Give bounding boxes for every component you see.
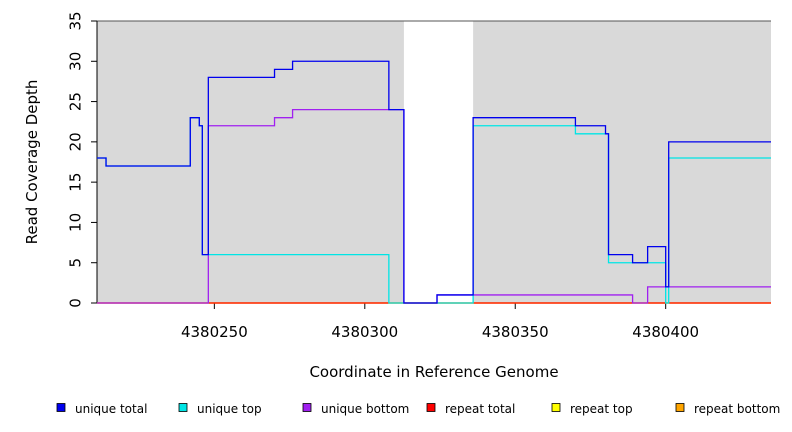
y-tick-label: 15 bbox=[66, 173, 84, 192]
legend-swatch bbox=[426, 403, 436, 412]
x-tick-label: 4380350 bbox=[482, 323, 549, 341]
legend-item-repeat-bottom: repeat bottom bbox=[675, 402, 780, 416]
legend-item-unique-total: unique total bbox=[56, 402, 147, 416]
legend-swatch bbox=[302, 403, 312, 412]
legend-swatch bbox=[675, 403, 685, 412]
y-tick-label: 10 bbox=[66, 213, 84, 232]
legend-label: unique total bbox=[75, 402, 147, 416]
y-tick-label: 0 bbox=[66, 298, 84, 308]
x-tick-label: 4380400 bbox=[632, 323, 699, 341]
legend-label: unique bottom bbox=[321, 402, 409, 416]
legend-label: unique top bbox=[197, 402, 262, 416]
x-tick-label: 4380250 bbox=[181, 323, 248, 341]
y-tick-label: 35 bbox=[66, 11, 84, 30]
x-axis-title: Coordinate in Reference Genome bbox=[309, 363, 558, 381]
legend-item-unique-top: unique top bbox=[178, 402, 262, 416]
legend-item-repeat-top: repeat top bbox=[551, 402, 633, 416]
y-tick-label: 5 bbox=[66, 258, 84, 268]
x-axis: 4380250 4380300 4380350 4380400 bbox=[97, 302, 771, 341]
plot-background bbox=[97, 20, 771, 303]
x-tick-label: 4380300 bbox=[331, 323, 398, 341]
legend-swatch bbox=[56, 403, 66, 412]
uncovered-region-0 bbox=[403, 21, 474, 303]
legend-label: repeat top bbox=[570, 402, 633, 416]
series-unique-total bbox=[97, 60, 771, 304]
y-axis: 0 5 10 15 20 25 30 35 bbox=[66, 11, 98, 308]
legend-item-unique-bottom: unique bottom bbox=[302, 402, 409, 416]
legend-swatch bbox=[178, 403, 188, 412]
y-tick-label: 20 bbox=[66, 132, 84, 151]
y-tick-label: 30 bbox=[66, 52, 84, 71]
legend: unique total unique top unique bottom repea… bbox=[56, 402, 780, 416]
legend-label: repeat bottom bbox=[694, 402, 780, 416]
legend-label: repeat total bbox=[445, 402, 515, 416]
series-layer bbox=[97, 60, 771, 304]
legend-swatch bbox=[551, 403, 561, 412]
y-axis-title: Read Coverage Depth bbox=[23, 80, 41, 245]
y-tick-label: 25 bbox=[66, 92, 84, 111]
legend-item-repeat-total: repeat total bbox=[426, 402, 515, 416]
